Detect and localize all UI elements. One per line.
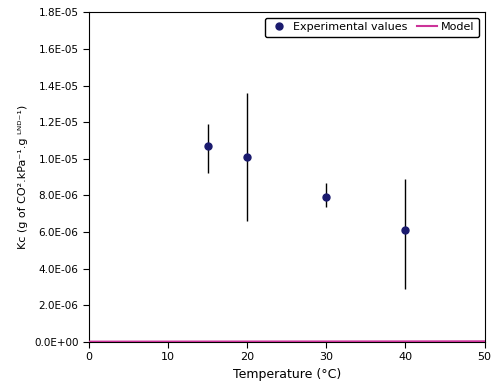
Y-axis label: Kc (g of CO².kPa⁻¹.g ᴸᴺᴰ⁻¹): Kc (g of CO².kPa⁻¹.g ᴸᴺᴰ⁻¹) — [18, 105, 28, 249]
X-axis label: Temperature (°C): Temperature (°C) — [232, 368, 341, 381]
Legend: Experimental values, Model: Experimental values, Model — [264, 18, 479, 37]
